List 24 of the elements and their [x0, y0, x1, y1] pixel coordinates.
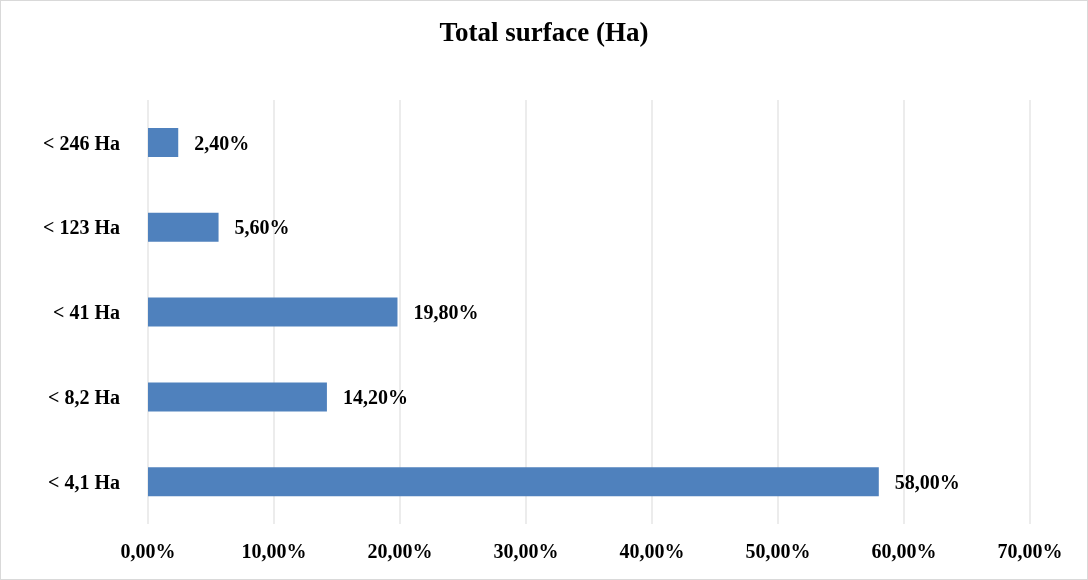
y-tick-label: < 123 Ha [43, 216, 120, 239]
x-tick-label: 0,00% [120, 540, 176, 563]
bar [148, 467, 879, 497]
y-tick-label: < 41 Ha [53, 301, 120, 324]
x-tick-label: 50,00% [745, 540, 811, 563]
data-label: 58,00% [894, 470, 960, 493]
x-tick-label: 10,00% [241, 540, 307, 563]
data-label: 14,20% [342, 386, 408, 408]
data-label: 19,80% [413, 301, 479, 324]
x-tick-label: 60,00% [871, 540, 937, 563]
bar [148, 128, 179, 157]
bar [148, 382, 327, 412]
x-tick-label: 70,00% [997, 540, 1063, 563]
y-tick-label: < 246 Ha [43, 131, 120, 154]
bar [148, 212, 219, 242]
y-tick-label: < 4,1 Ha [48, 470, 120, 493]
data-label: 5,60% [234, 216, 290, 239]
x-tick-label: 20,00% [367, 540, 433, 563]
y-tick-label: < 8,2 Ha [48, 385, 120, 408]
x-tick-label: 30,00% [493, 540, 559, 563]
data-label: 2,40% [194, 131, 250, 154]
x-tick-label: 40,00% [619, 540, 685, 563]
chart-title: Total surface (Ha) [438, 17, 650, 48]
bar [148, 297, 398, 327]
